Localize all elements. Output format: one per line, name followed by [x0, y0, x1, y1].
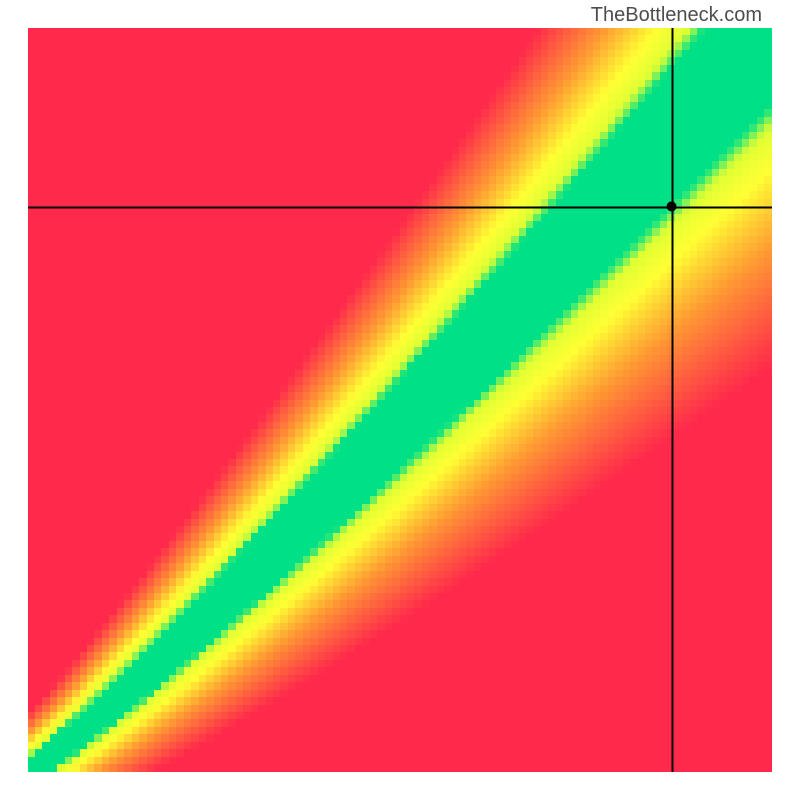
watermark-text: TheBottleneck.com — [591, 4, 762, 27]
bottleneck-heatmap — [28, 28, 772, 772]
bottleneck-heatmap-container — [28, 28, 772, 772]
